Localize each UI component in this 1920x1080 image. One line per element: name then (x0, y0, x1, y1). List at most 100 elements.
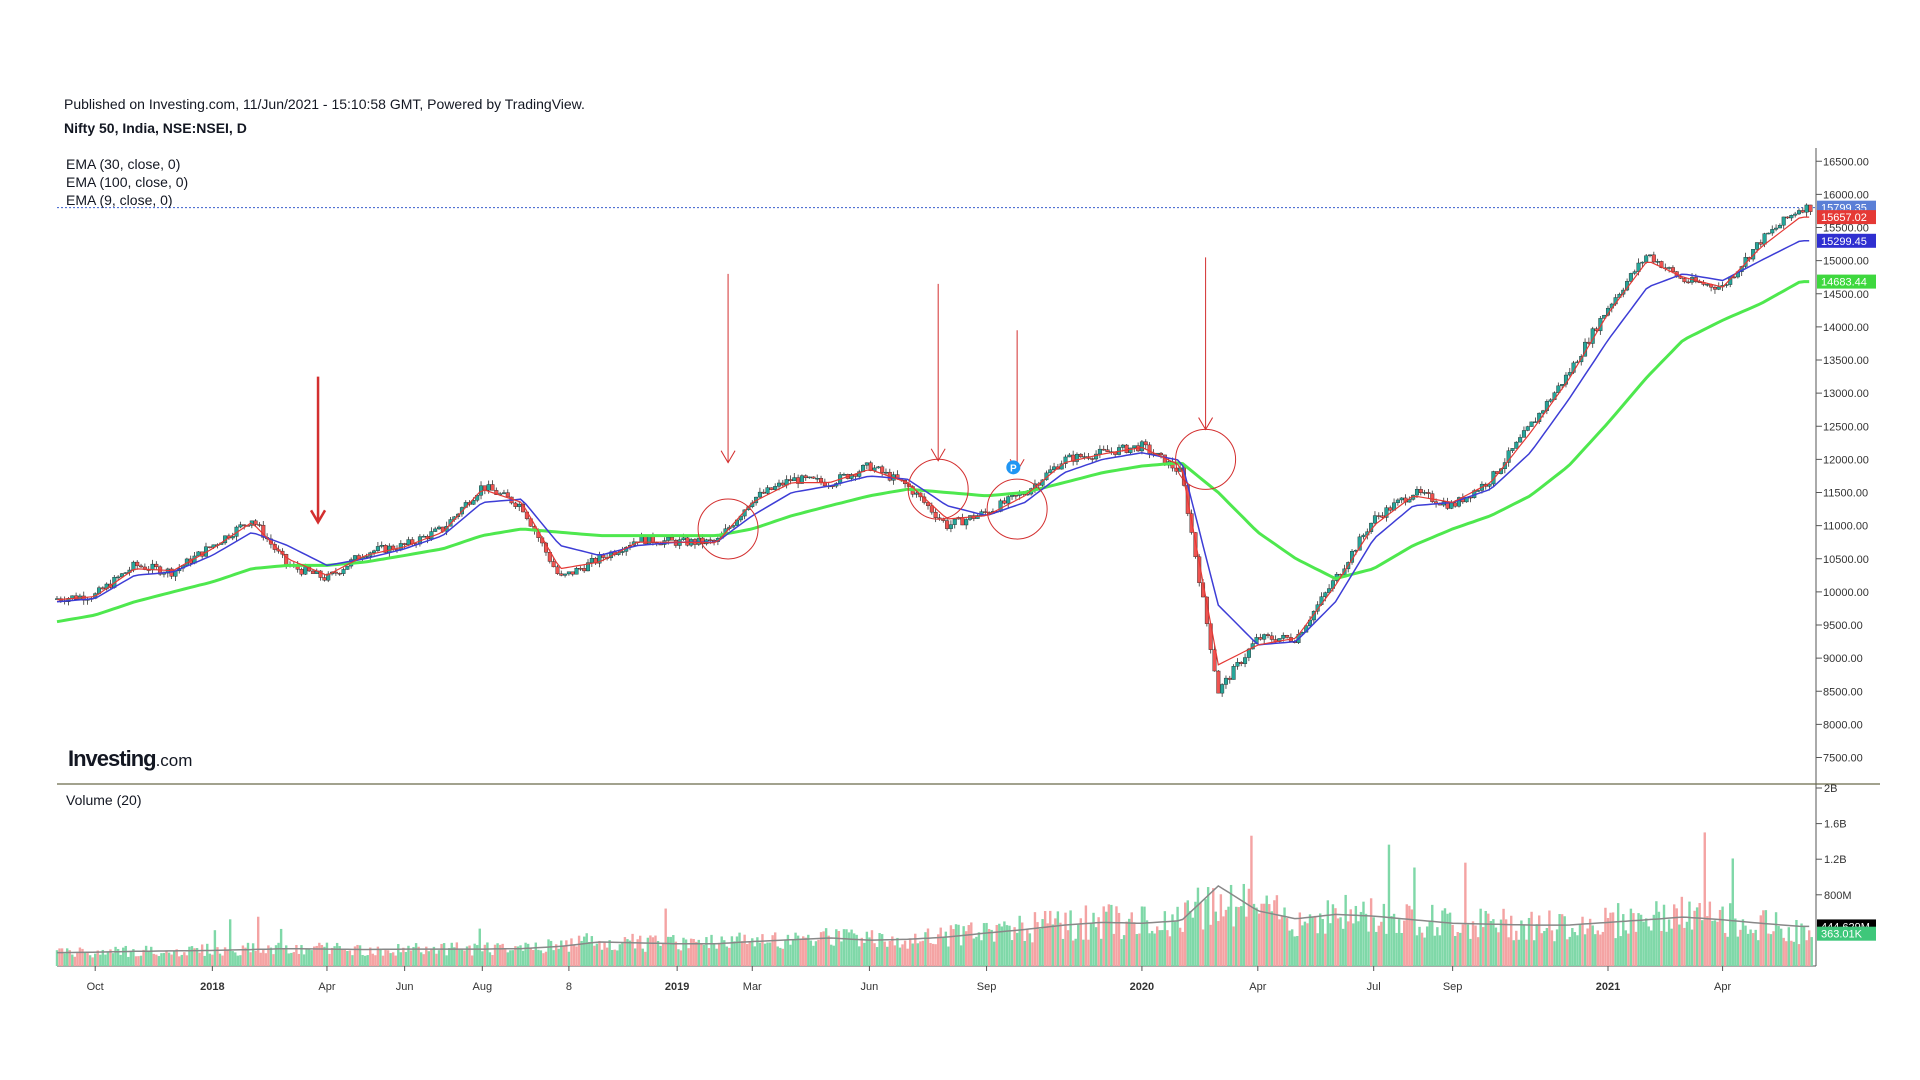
candle-up (501, 492, 506, 494)
volume-bar (213, 930, 217, 966)
volume-bar (898, 947, 902, 966)
volume-bar (980, 940, 983, 966)
candle-down (1105, 449, 1110, 453)
candle-up (1315, 604, 1320, 612)
volume-bar (822, 931, 825, 966)
volume-bar (1071, 940, 1075, 966)
volume-bar (613, 949, 616, 966)
y-tick-label: 12500.00 (1823, 421, 1869, 433)
volume-bar (330, 947, 334, 966)
volume-bar (1094, 927, 1098, 966)
volume-bar (1349, 909, 1352, 966)
volume-bar (155, 954, 158, 966)
volume-bar (1774, 912, 1778, 966)
candle-up (1705, 284, 1710, 286)
volume-bar (1805, 940, 1808, 966)
candle-up (1777, 224, 1782, 229)
candle-up (1262, 634, 1267, 640)
y-tick-label: 15500.00 (1823, 223, 1869, 235)
candle-up (563, 573, 568, 576)
volume-bar (94, 953, 97, 966)
annotation-circle (986, 478, 1048, 540)
volume-bar (1232, 926, 1235, 966)
volume-bar (936, 934, 940, 966)
volume-bar (1199, 902, 1202, 966)
volume-bar (1433, 935, 1437, 966)
volume-bar (1268, 904, 1271, 966)
candle-down (1212, 649, 1217, 672)
volume-bar (1313, 915, 1317, 966)
volume-bar (267, 945, 270, 966)
volume-bar (1257, 913, 1261, 966)
candle-down (578, 568, 583, 570)
volume-bar (873, 943, 876, 966)
volume-bar (1481, 927, 1485, 966)
volume-bar (1701, 920, 1704, 966)
volume-bar (1089, 923, 1093, 966)
volume-bar (618, 944, 622, 966)
candle-up (1648, 254, 1653, 257)
volume-bar (1800, 923, 1803, 966)
volume-bar (1357, 921, 1360, 966)
volume-bar (137, 956, 140, 966)
volume-bar (1270, 911, 1274, 966)
annotation-circle (907, 458, 969, 520)
volume-bar (195, 948, 199, 966)
volume-bar (824, 928, 828, 966)
volume-bar (929, 943, 932, 966)
volume-bar (1400, 933, 1403, 966)
x-tick-label: Oct (87, 981, 104, 993)
x-tick-label: 8 (566, 981, 572, 993)
volume-bar (394, 955, 397, 966)
volume-bar (1428, 920, 1431, 966)
volume-bar (315, 945, 318, 966)
volume-bar (116, 949, 120, 966)
volume-bar (1492, 919, 1495, 966)
volume-bar (651, 937, 655, 966)
indicator-ema-30[interactable]: EMA (30, close, 0) (66, 156, 181, 172)
volume-bar (921, 940, 925, 966)
volume-bar (150, 946, 153, 966)
volume-bar (616, 950, 619, 966)
volume-bar (840, 941, 843, 966)
volume-bar (791, 939, 795, 966)
volume-bar (1153, 933, 1156, 966)
volume-bar (1479, 908, 1482, 966)
volume-bar (575, 946, 578, 966)
candle-down (1174, 467, 1179, 472)
volume-bar (1318, 913, 1322, 966)
volume-bar (817, 939, 820, 966)
volume-bar (1405, 904, 1408, 966)
volume-bar (1036, 922, 1039, 966)
volume-bar (738, 932, 741, 966)
volume-bar (1476, 937, 1480, 966)
volume-bar (702, 944, 706, 966)
volume-bar (1066, 930, 1070, 966)
volume-bar (763, 943, 767, 966)
volume-bar (1046, 923, 1049, 966)
candle-down (670, 537, 675, 541)
volume-bar (432, 946, 436, 966)
volume-bar (1178, 927, 1182, 966)
volume-bar (295, 944, 298, 966)
candle-up (1456, 497, 1461, 507)
candle-down (1659, 261, 1664, 268)
candle-up (1422, 492, 1427, 494)
volume-bar (157, 956, 161, 966)
volume-bar (402, 947, 405, 966)
indicator-ema-9[interactable]: EMA (9, close, 0) (66, 192, 173, 208)
volume-bar (771, 935, 774, 966)
volume-bar (1262, 903, 1266, 966)
volume-bar (1670, 928, 1673, 966)
volume-bar (1176, 906, 1179, 966)
indicator-volume[interactable]: Volume (20) (66, 792, 142, 808)
volume-bar (127, 956, 130, 966)
volume-tick-label: 2B (1824, 783, 1837, 795)
candle-down (1002, 500, 1007, 504)
volume-bar (962, 926, 965, 966)
candle-down (1430, 493, 1435, 502)
volume-bar (1181, 931, 1184, 966)
volume-bar (1148, 933, 1151, 966)
indicator-ema-100[interactable]: EMA (100, close, 0) (66, 174, 189, 190)
